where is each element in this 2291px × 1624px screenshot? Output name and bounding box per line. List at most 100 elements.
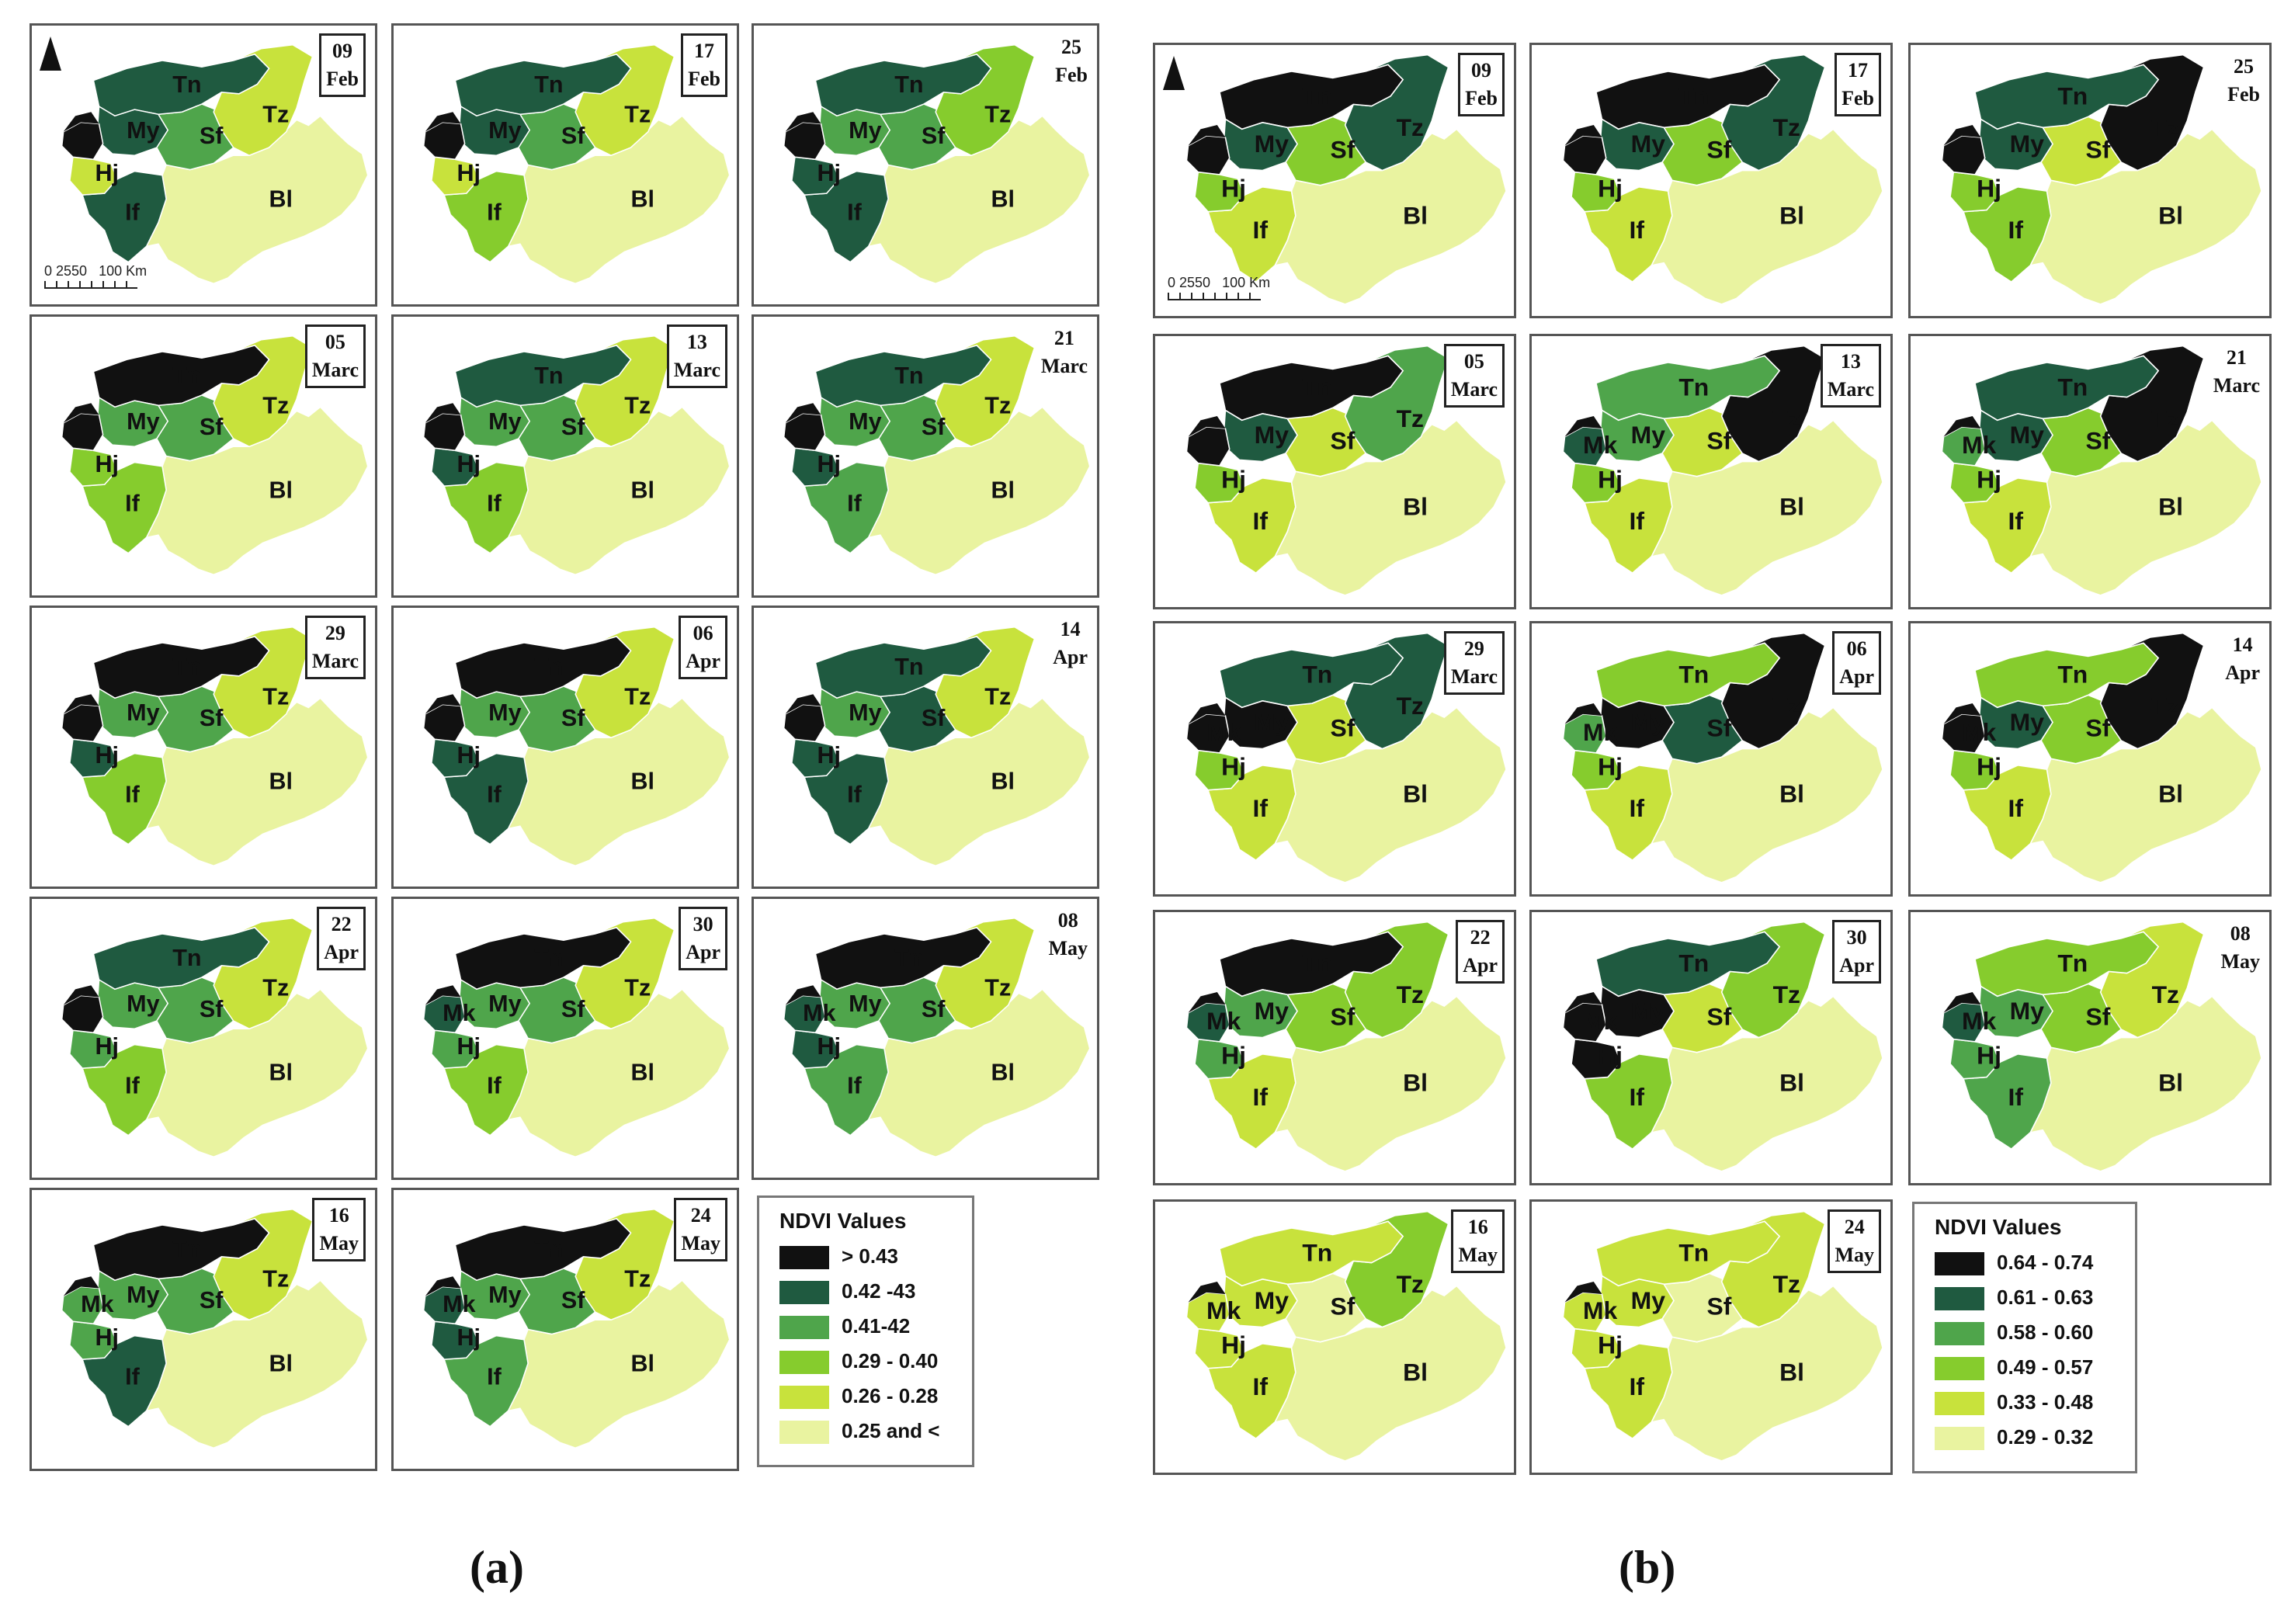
map-tile: Tn Tz My Hj Sf If Bl 25 Feb (752, 23, 1099, 307)
region-my (1977, 118, 2053, 172)
region-label-if: If (125, 1364, 140, 1390)
region-coast (1943, 416, 1981, 437)
region-label-my: My (1631, 421, 1666, 449)
region-my (95, 1269, 169, 1321)
region-label-my: My (1631, 708, 1666, 736)
region-label-sf: Sf (2085, 427, 2110, 455)
region-map: Tn Tz My Hj Sf If Bl (783, 43, 1091, 284)
region-map: Tn Tz My Hj Sf If Bl (61, 626, 369, 866)
region-label-sf: Sf (1706, 714, 1731, 742)
region-label-if: If (1630, 794, 1645, 822)
region-label-hj: Hj (817, 451, 841, 477)
region-label-if: If (487, 1073, 502, 1099)
region-coast (1188, 703, 1226, 724)
region-label-hj: Hj (1977, 175, 2001, 203)
map-tile: Tn Tz My Mk Hj Sf If Bl 16 May (1153, 1199, 1516, 1475)
map-tile: Tn Tz My Hj Sf If Bl 09 Feb 0 2550 100 Km (30, 23, 377, 307)
region-label-if: If (2008, 1083, 2024, 1111)
region-label-my: My (1255, 421, 1290, 449)
region-label-my: My (2010, 997, 2045, 1025)
region-mk (1562, 1002, 1607, 1043)
region-hj (1194, 749, 1245, 791)
region-coast (1564, 703, 1602, 724)
region-mk (783, 994, 826, 1034)
region-label-tn: Tn (894, 654, 923, 680)
date-label: 21 Marc (1040, 327, 1088, 377)
date-label: 13 Marc (666, 324, 727, 388)
region-label-bl: Bl (1403, 1069, 1428, 1097)
region-mk (61, 412, 104, 452)
region-label-tn: Tn (1678, 1238, 1709, 1266)
region-mk (422, 994, 466, 1034)
region-hj (1194, 1327, 1245, 1369)
region-label-sf: Sf (2085, 714, 2110, 742)
region-label-mk: Mk (1583, 1296, 1618, 1324)
region-my (1222, 1275, 1298, 1328)
legend-swatch (1935, 1252, 1984, 1275)
region-label-hj: Hj (456, 451, 481, 477)
region-label-tn: Tn (2057, 660, 2088, 688)
region-label-mk: Mk (1583, 431, 1618, 459)
map-tile: Tn Tz My Mk Hj Sf If Bl 24 May (391, 1188, 739, 1471)
region-label-hj: Hj (456, 1033, 481, 1060)
legend-swatch (779, 1386, 829, 1409)
region-label-bl: Bl (269, 1059, 293, 1085)
region-coast (1943, 992, 1981, 1013)
region-coast (1188, 992, 1226, 1013)
region-hj (431, 1320, 480, 1360)
region-mk (422, 121, 466, 161)
region-mk (61, 994, 104, 1034)
region-label-if: If (125, 1073, 140, 1099)
region-hj (1949, 1038, 2001, 1080)
region-coast (425, 1276, 461, 1296)
region-coast (1564, 125, 1602, 146)
region-label-bl: Bl (2158, 202, 2183, 230)
region-hj (431, 738, 480, 778)
region-hj (431, 1029, 480, 1069)
region-hj (1949, 749, 2001, 791)
region-label-tz: Tz (624, 683, 651, 710)
region-label-hj: Hj (456, 742, 481, 769)
region-label-sf: Sf (561, 996, 585, 1022)
region-label-tz: Tz (262, 101, 289, 127)
legend: NDVI Values 0.64 - 0.74 0.61 - 0.63 0.58 - … (1912, 1202, 2137, 1473)
date-label: 09 Feb (319, 33, 366, 97)
region-map: Tn Tz My Hj Sf If Bl (61, 335, 369, 575)
region-hj (69, 738, 118, 778)
region-label-tn: Tn (894, 363, 923, 389)
region-label-mk: Mk (1206, 718, 1241, 746)
region-label-my: My (2010, 130, 2045, 158)
date-label: 24 May (674, 1198, 727, 1261)
region-hj (69, 447, 118, 487)
region-coast (425, 112, 461, 132)
region-label-sf: Sf (1706, 427, 1731, 455)
region-label-bl: Bl (1779, 493, 1804, 521)
region-label-my: My (127, 699, 159, 726)
region-label-bl: Bl (1403, 493, 1428, 521)
region-label-bl: Bl (991, 768, 1015, 794)
date-label: 08 May (2220, 922, 2260, 973)
region-my (1598, 985, 1675, 1039)
region-label-if: If (847, 1073, 862, 1099)
region-coast (1188, 125, 1226, 146)
region-label-if: If (125, 782, 140, 808)
date-label: 16 May (312, 1198, 366, 1261)
legend-swatch (779, 1246, 829, 1269)
region-label-hj: Hj (1598, 753, 1623, 781)
region-map: Tn Tz My Mk Hj Sf If Bl (1562, 632, 1883, 883)
region-label-mk: Mk (1962, 1007, 1997, 1035)
region-label-sf: Sf (922, 414, 946, 440)
region-label-hj: Hj (1977, 466, 2001, 494)
region-label-tn: Tn (534, 1236, 563, 1262)
region-label-bl: Bl (2158, 493, 2183, 521)
region-label-tz: Tz (1397, 404, 1424, 432)
region-label-sf: Sf (200, 996, 224, 1022)
region-my (1598, 1275, 1675, 1328)
legend-label: 0.42 -43 (842, 1279, 916, 1303)
map-tile: Tn Tz My Mk Hj Sf If Bl 30 Apr (1529, 910, 1893, 1185)
region-label-tn: Tn (1302, 949, 1332, 977)
region-my (1222, 696, 1298, 750)
region-coast (1188, 1282, 1226, 1303)
region-hj (431, 447, 480, 487)
region-label-my: My (849, 699, 881, 726)
